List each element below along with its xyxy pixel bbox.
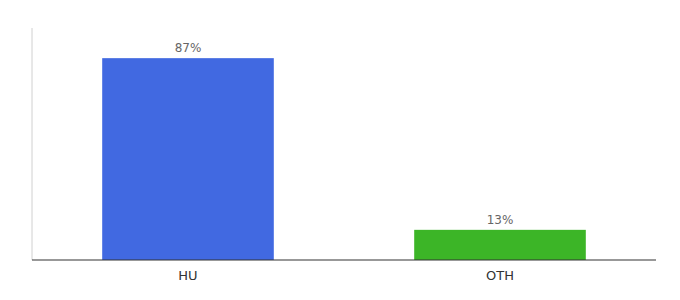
data-label: 13% xyxy=(487,213,514,227)
data-label: 87% xyxy=(175,41,202,55)
x-tick-label: HU xyxy=(178,268,197,283)
bar xyxy=(414,230,586,260)
chart-container: HU OTH 87% 13% xyxy=(0,0,680,300)
bars xyxy=(102,58,586,260)
bar xyxy=(102,58,274,260)
x-tick-label: OTH xyxy=(486,268,514,283)
plot-area: HU OTH 87% 13% xyxy=(32,28,656,283)
y-axis-line xyxy=(32,28,33,260)
chart-svg: HU OTH 87% 13% xyxy=(0,0,680,300)
x-axis-line xyxy=(32,259,656,260)
